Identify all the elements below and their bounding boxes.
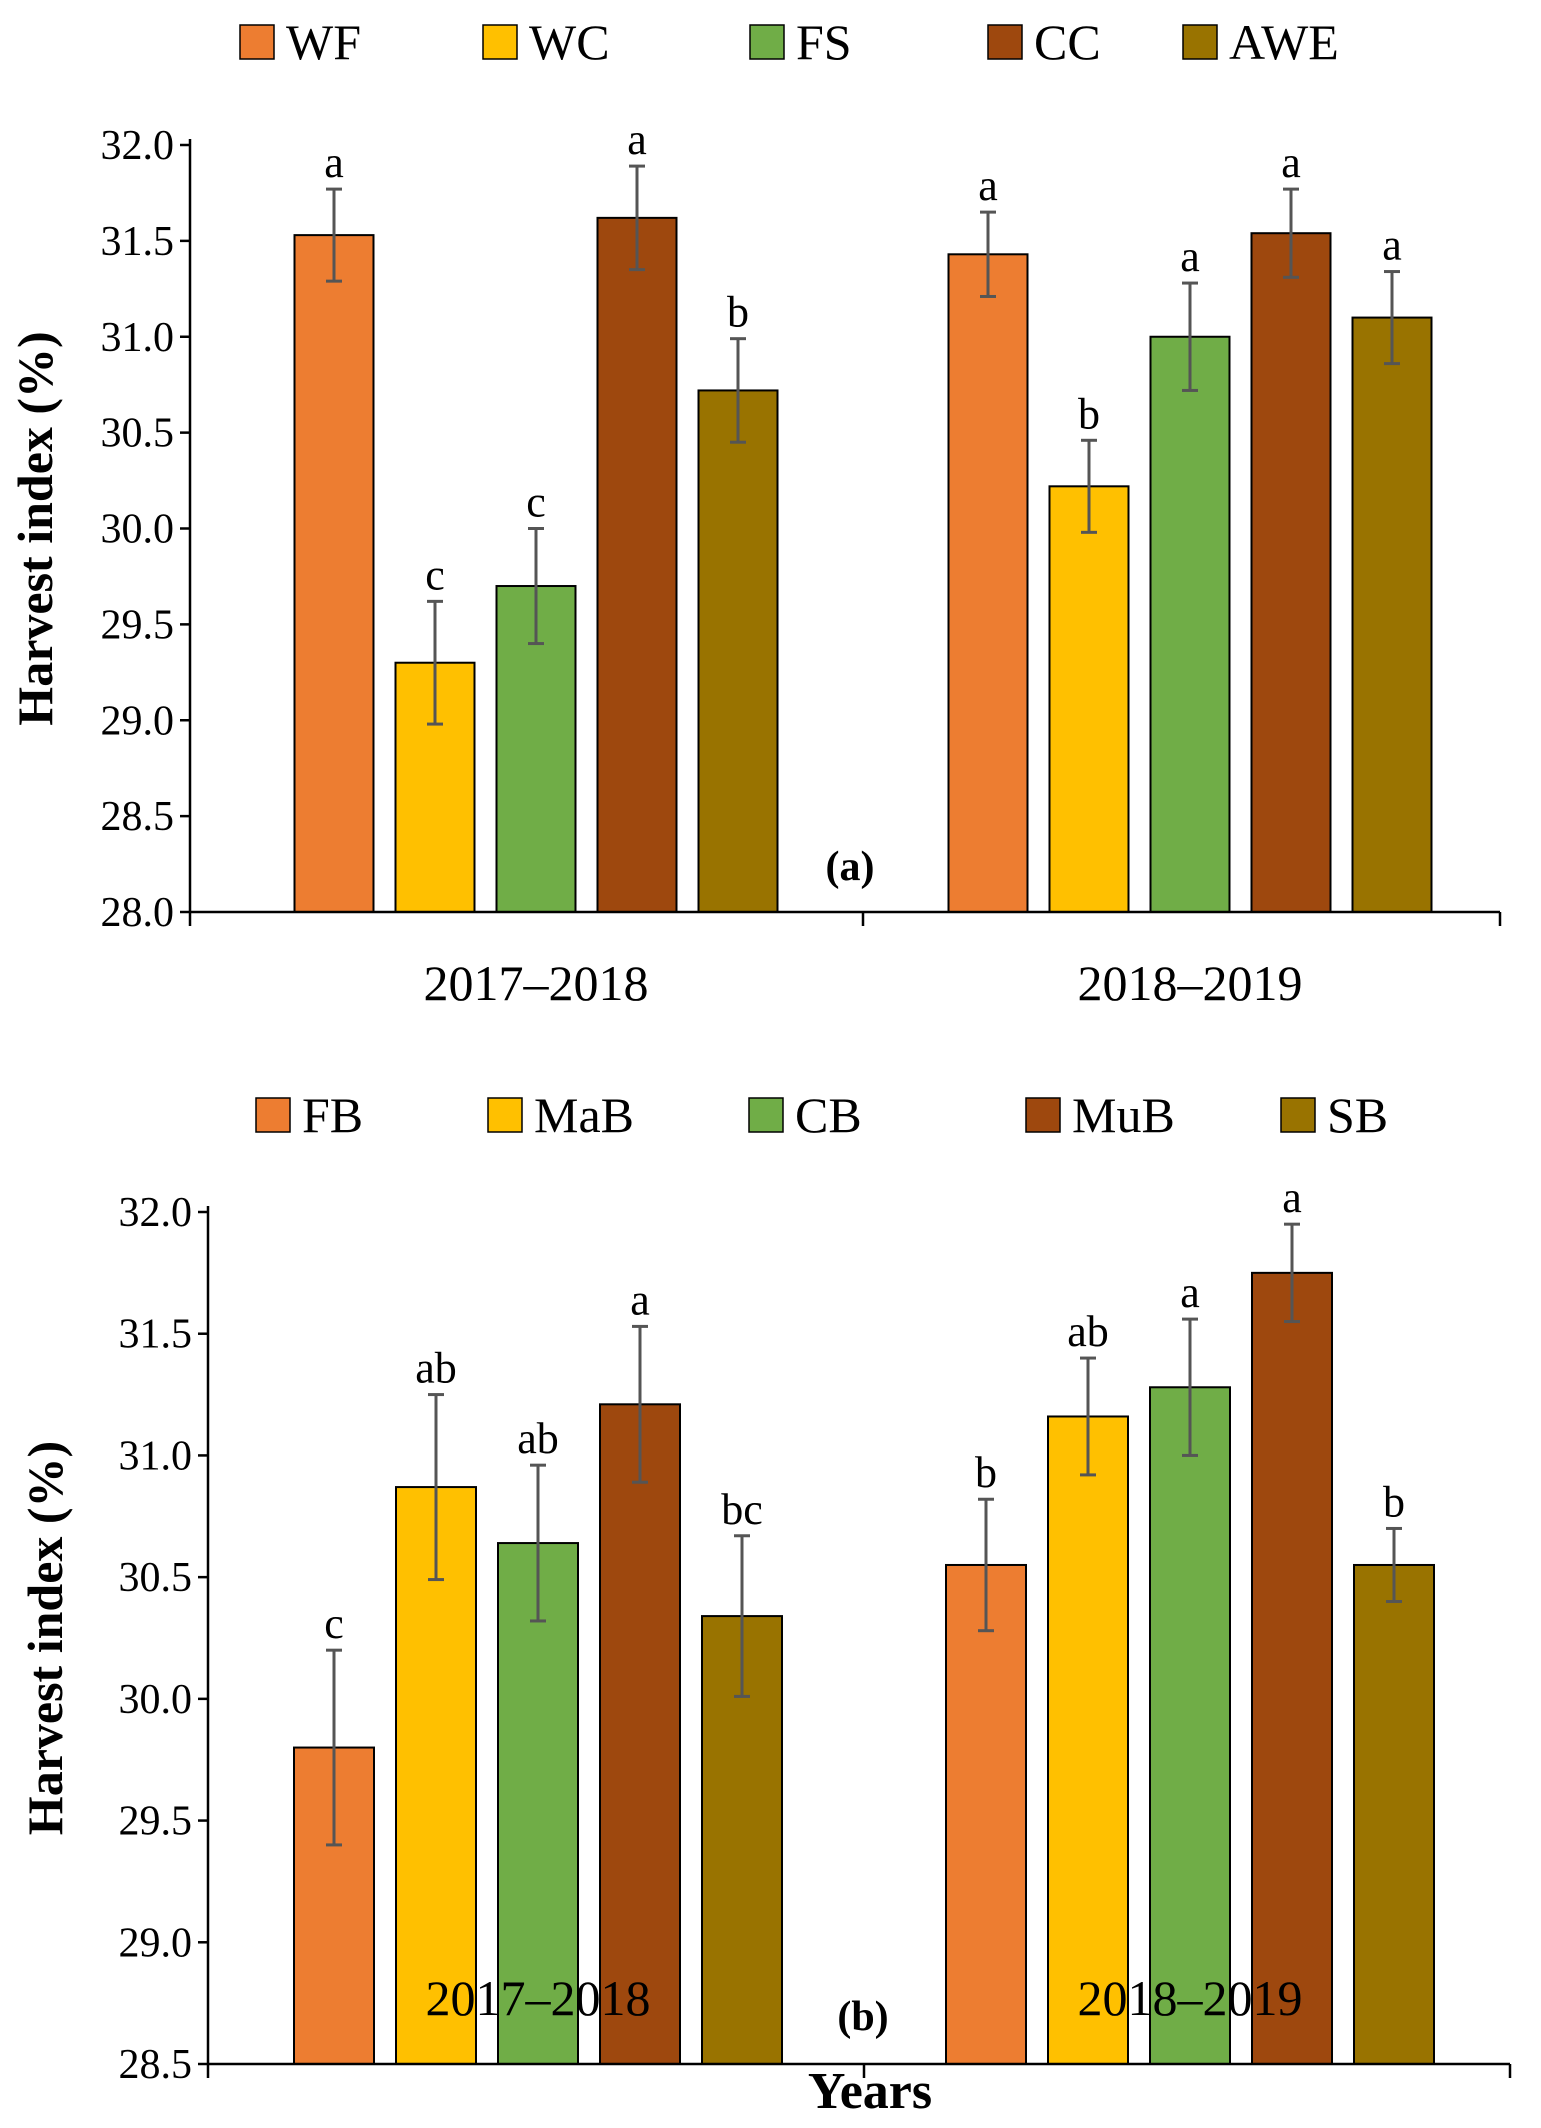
category-labels-a: 2017–2018 2018–2019 [424,955,1303,1011]
category-label: 2018–2019 [1078,1970,1303,2026]
y-tick-label: 31.5 [119,1312,193,1358]
significance-letter: a [978,161,998,210]
y-tick-label: 28.5 [101,794,175,840]
legend-swatch-awe [1182,24,1218,60]
error-bars-b [326,1222,1402,1847]
y-tick-label: 30.5 [119,1555,193,1601]
y-tick-label: 32.0 [101,123,175,169]
y-tick-label: 31.0 [119,1433,193,1479]
y-tick-label: 30.5 [101,411,175,457]
y-ticks-a: 28.0 28.5 29.0 29.5 30.0 30.5 31.0 31.5 32.0 [101,123,190,936]
legend-swatch-cb [748,1097,784,1133]
significance-letter: b [1383,1477,1405,1526]
y-tick-label: 31.0 [101,315,175,361]
x-axis-label: Years [808,2063,932,2120]
legend-swatch-cc [987,24,1023,60]
significance-letter: b [1078,389,1100,438]
significance-letter: a [1281,138,1301,187]
significance-letter: b [727,288,749,337]
significance-letter: c [425,550,445,599]
y-tick-label: 28.5 [119,2042,193,2088]
error-bars-a [326,164,1400,726]
bar-cc-2 [1250,232,1332,913]
significance-letter: a [630,1275,650,1324]
significance-letter: c [324,1599,344,1648]
significance-letter: c [526,478,546,527]
bar-cc-1 [596,216,678,914]
legend-label-wc: WC [529,14,610,70]
legend-label-sb: SB [1327,1087,1388,1143]
bar-wf-1 [293,234,375,913]
legend-label-fb: FB [302,1087,363,1143]
category-label: 2017–2018 [426,1970,651,2026]
axes-a [188,139,1502,926]
y-tick-label: 28.0 [101,890,175,936]
y-tick-label: 29.0 [119,1920,193,1966]
y-ticks-b: 28.5 29.0 29.5 30.0 30.5 31.0 31.5 32.0 [119,1190,208,2088]
bar-wf-2 [947,253,1029,914]
panel-b: FB MaB CB MuB SB 28.5 29.0 29.5 30.0 30.5 31.0 31.… [17,1087,1512,2088]
bar-fb-2 [945,1563,1027,2065]
legend-b: FB MaB CB MuB SB [255,1087,1388,1143]
bar-awe-1 [697,389,779,913]
significance-letter: bc [721,1485,763,1534]
y-tick-label: 31.5 [101,219,175,265]
bar-mab-1 [395,1486,477,2066]
significance-letter: ab [415,1344,457,1393]
bar-cb-2 [1149,1386,1231,2065]
significance-letter: a [627,115,647,164]
legend-label-fs: FS [796,14,852,70]
significance-letter: a [1180,1268,1200,1317]
axes-b [206,1206,1512,2078]
legend-label-cc: CC [1034,14,1101,70]
category-label: 2017–2018 [424,955,649,1011]
significance-letter: a [1382,221,1402,270]
category-labels-b: 2017–2018 2018–2019 [426,1970,1303,2026]
bar-sb-2 [1353,1563,1435,2065]
significance-letter: ab [1067,1307,1109,1356]
bar-mub-2 [1251,1271,1333,2066]
significance-letter: a [1282,1173,1302,1222]
y-axis-label-a: Harvest index (%) [7,331,63,725]
y-tick-label: 29.5 [101,602,175,648]
legend-label-cb: CB [795,1087,862,1143]
bar-awe-2 [1351,316,1433,913]
legend-swatch-fs [749,24,785,60]
significance-letter: b [975,1448,997,1497]
y-tick-label: 30.0 [119,1677,193,1723]
legend-swatch-wf [239,24,275,60]
panel-a: WF WC FS CC AWE 28.0 28.5 29.0 29.5 30.0 30.5 31.0… [7,14,1502,1011]
category-label: 2018–2019 [1078,955,1303,1011]
y-axis-label-b: Harvest index (%) [17,1441,73,1835]
significance-letter: ab [517,1414,559,1463]
y-tick-label: 30.0 [101,507,175,553]
significance-letter: a [324,138,344,187]
bar-cb-1 [497,1542,579,2065]
legend-label-awe: AWE [1229,14,1339,70]
legend-swatch-mab [487,1097,523,1133]
panel-label-b: (b) [837,1994,888,2040]
legend-swatch-wc [482,24,518,60]
y-tick-label: 29.0 [101,698,175,744]
y-tick-label: 32.0 [119,1190,193,1236]
y-tick-label: 29.5 [119,1799,193,1845]
legend-swatch-mub [1025,1097,1061,1133]
bar-wc-2 [1048,485,1130,913]
significance-letters-a: a c c a b a b a a a [324,115,1402,599]
bar-mab-2 [1047,1415,1129,2065]
bars-a [293,216,1433,914]
legend-swatch-fb [255,1097,291,1133]
significance-letter: a [1180,232,1200,281]
legend-label-mub: MuB [1072,1087,1175,1143]
legend-a: WF WC FS CC AWE [239,14,1339,70]
bars-b [293,1271,1435,2066]
legend-swatch-sb [1280,1097,1316,1133]
legend-label-mab: MaB [534,1087,634,1143]
bar-fs-2 [1149,335,1231,913]
panel-label-a: (a) [826,844,875,890]
bar-mub-1 [599,1403,681,2065]
legend-label-wf: WF [286,14,361,70]
